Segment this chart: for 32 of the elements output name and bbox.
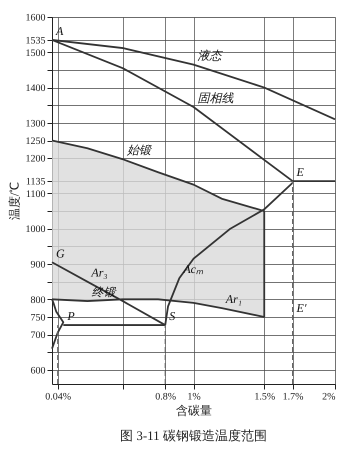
x-tick-label: 0.04% <box>45 392 72 402</box>
annotation: Ar₁ <box>224 292 242 306</box>
annotation: 液态 <box>198 48 224 63</box>
y-tick-label: 1535 <box>26 35 46 46</box>
y-tick-label: 1250 <box>26 136 46 148</box>
x-axis-title: 含碳量 <box>176 404 212 418</box>
annotation: Ar₃ <box>90 266 108 280</box>
x-tick-label: 0.8% <box>155 392 176 402</box>
y-tick-label: 1300 <box>26 118 46 130</box>
y-tick-label: 900 <box>30 260 46 271</box>
y-tick-label: 1200 <box>26 154 46 165</box>
y-tick-label: 1100 <box>26 188 46 200</box>
x-tick-label: 1.7% <box>282 392 304 402</box>
y-tick-label: 800 <box>30 294 46 306</box>
x-tick-label: 1% <box>187 392 201 402</box>
y-tick-label: 1135 <box>26 176 46 188</box>
y-tick-label: 700 <box>30 330 46 342</box>
y-tick-label: 1400 <box>26 83 46 94</box>
y-tick-label: 1600 <box>26 12 46 24</box>
y-tick-label: 750 <box>30 312 46 324</box>
text: 图 3-11 碳钢锻造温度范围 <box>120 428 267 443</box>
y-axis-title: 温度/℃ <box>8 182 22 220</box>
annotation: 始锻 <box>126 143 153 158</box>
annotation: E′ <box>296 300 307 315</box>
x-tick-label: 2% <box>322 392 336 402</box>
annotation: 固相线 <box>198 90 234 105</box>
x-tick-label: 1.5% <box>254 392 276 402</box>
annotation: G <box>56 246 65 260</box>
y-tick-label: 1000 <box>26 224 46 236</box>
y-tick-label: 600 <box>30 365 46 376</box>
y-tick-label: 1500 <box>26 48 46 59</box>
annotation: E <box>296 165 305 180</box>
